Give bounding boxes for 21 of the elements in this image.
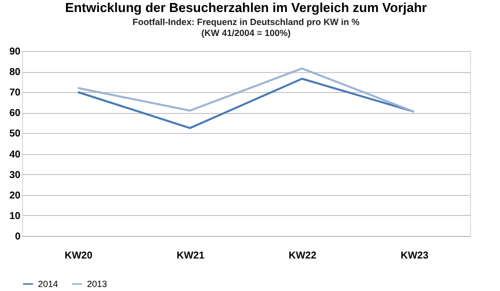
- text: Footfall-Index: Frequenz in Deutschland pro KW in %: [132, 17, 360, 27]
- legend-label: 2013: [87, 279, 108, 289]
- x-tick-label: KW23: [400, 250, 429, 262]
- chart-title: Entwicklung der Besucherzahlen im Vergleich zum Vorjahr: [65, 0, 427, 15]
- x-tick-label: KW21: [176, 250, 205, 262]
- y-tick-label: 70: [9, 88, 21, 99]
- y-tick-label: 30: [9, 170, 21, 181]
- line-series: [77, 78, 415, 130]
- line-series: [77, 67, 415, 113]
- y-tick-label: 50: [9, 128, 21, 140]
- y-tick-label: 10: [9, 210, 21, 222]
- y-tick-label: 90: [9, 46, 21, 58]
- text: (KW 41/2004 = 100%): [201, 28, 291, 38]
- x-tick-label: KW22: [288, 250, 317, 262]
- y-tick-label: 60: [9, 108, 21, 120]
- y-tick-label: 0: [14, 232, 21, 242]
- x-tick-label: KW20: [64, 250, 93, 262]
- legend-label: 2014: [38, 279, 58, 289]
- y-tick-label: 40: [9, 149, 21, 160]
- y-tick-label: 20: [9, 190, 21, 202]
- y-tick-label: 80: [9, 67, 21, 78]
